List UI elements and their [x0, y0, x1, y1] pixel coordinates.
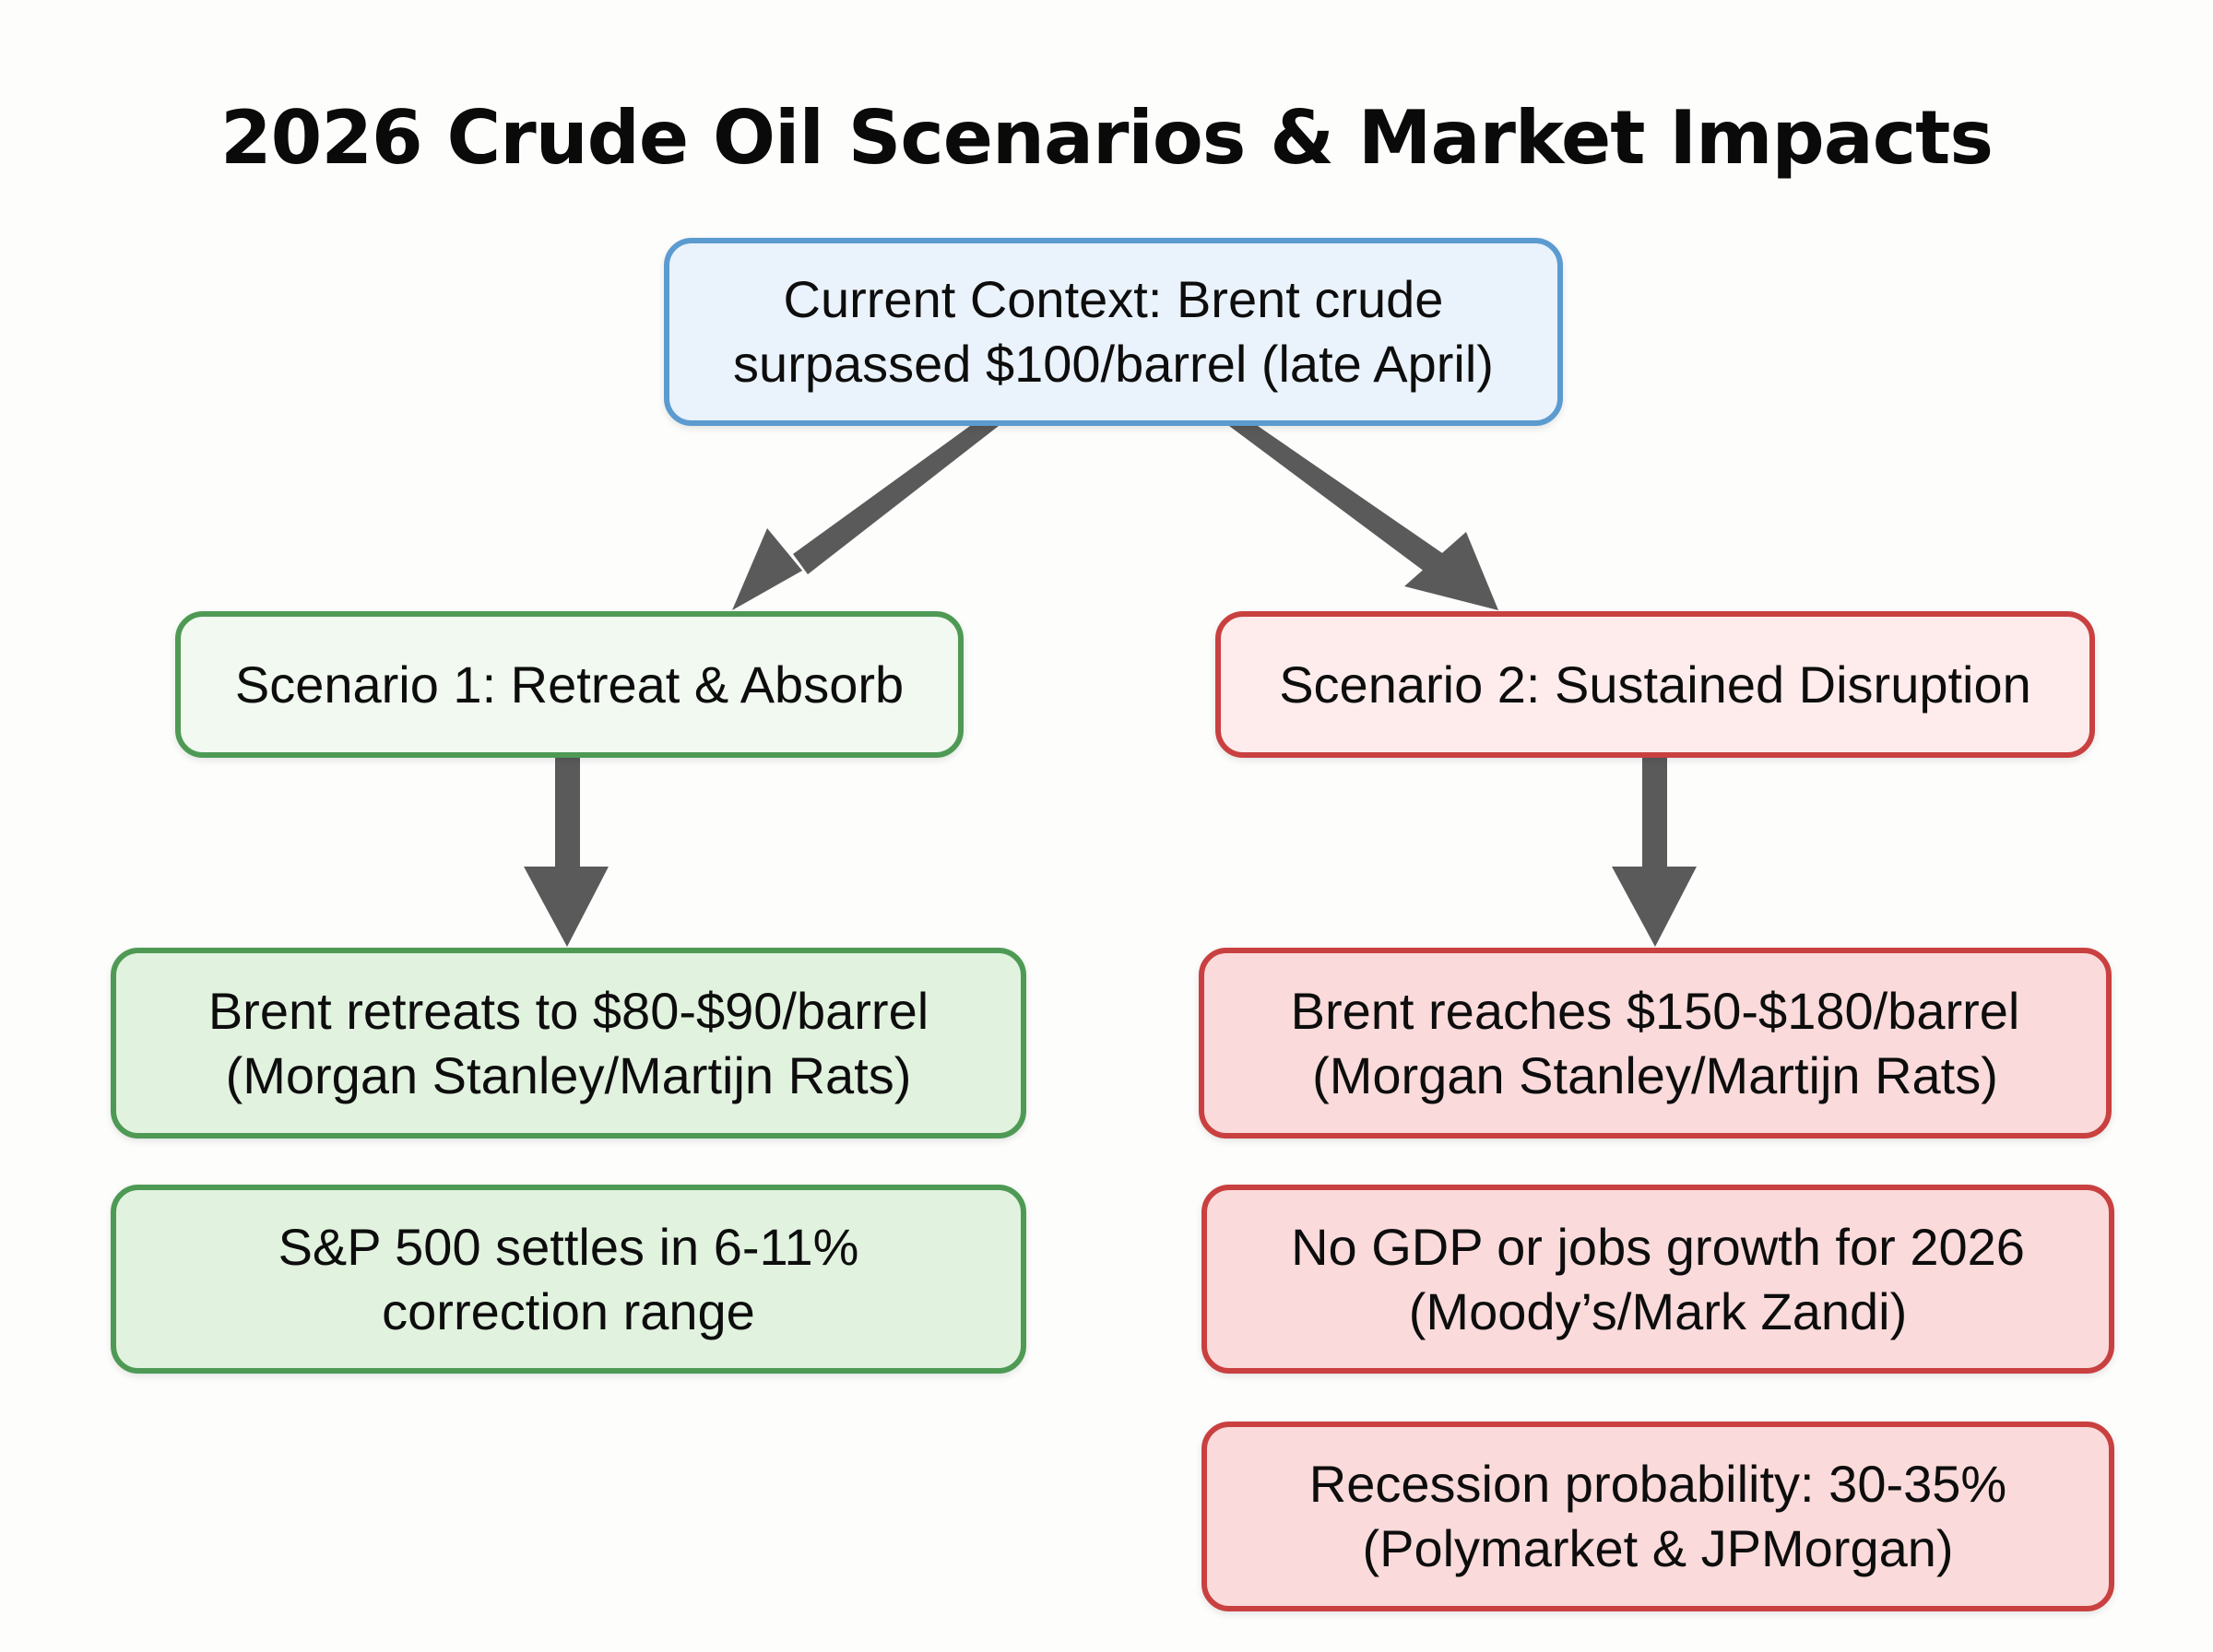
context-node: Current Context: Brent crude surpassed $… — [664, 238, 1563, 426]
arrow-scenario-1-to-outcome — [524, 758, 609, 947]
outcome-text: No GDP or jobs growth for 2026 (Moody’s/… — [1291, 1217, 2025, 1340]
diagram-title: 2026 Crude Oil Scenarios & Market Impact… — [220, 95, 1994, 181]
outcome-text: Brent reaches $150-$180/barrel (Morgan S… — [1290, 981, 2020, 1104]
scenario-2-outcome-brent-price: Brent reaches $150-$180/barrel (Morgan S… — [1199, 948, 2112, 1139]
context-text: Current Context: Brent crude surpassed $… — [733, 270, 1494, 393]
scenario-2-label: Scenario 2: Sustained Disruption — [1279, 655, 2031, 714]
scenario-1-node: Scenario 1: Retreat & Absorb — [175, 611, 964, 758]
scenario-2-outcome-recession-probability: Recession probability: 30-35% (Polymarke… — [1201, 1422, 2114, 1611]
scenario-2-outcome-gdp-jobs: No GDP or jobs growth for 2026 (Moody’s/… — [1201, 1185, 2114, 1374]
scenario-1-outcome-sp500: S&P 500 settles in 6-11% correction rang… — [111, 1185, 1026, 1374]
scenario-1-label: Scenario 1: Retreat & Absorb — [234, 655, 905, 714]
scenario-1-outcome-brent-price: Brent retreats to $80-$90/barrel (Morgan… — [111, 948, 1026, 1139]
scenario-2-node: Scenario 2: Sustained Disruption — [1215, 611, 2095, 758]
outcome-text: Brent retreats to $80-$90/barrel (Morgan… — [207, 981, 929, 1104]
arrow-scenario-2-to-outcome — [1612, 758, 1697, 947]
arrow-context-to-scenario-2 — [1229, 426, 1498, 610]
outcome-text: Recession probability: 30-35% (Polymarke… — [1308, 1455, 2007, 1577]
arrow-context-to-scenario-1 — [732, 426, 999, 610]
outcome-text: S&P 500 settles in 6-11% correction rang… — [278, 1217, 859, 1340]
